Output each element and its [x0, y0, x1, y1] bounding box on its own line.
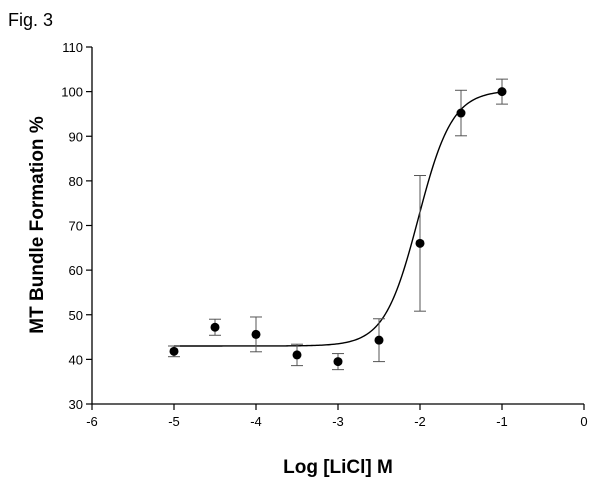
data-point: [251, 329, 261, 339]
data-point: [374, 335, 384, 345]
y-tick-label: 90: [69, 129, 83, 144]
fit-curve-group: [174, 91, 503, 347]
x-axis-title: Log [LiCl] M: [283, 457, 393, 478]
data-point: [169, 346, 179, 356]
data-point: [497, 87, 507, 97]
figure-label: Fig. 3: [8, 10, 54, 30]
axes: 30 40 50 60 70 80 90 100 110 -6 -5 -4 -3 -2 -1 0: [61, 40, 587, 429]
y-tick-label: 100: [61, 85, 83, 100]
data-points: [169, 87, 507, 367]
x-tick-label: -2: [414, 414, 426, 429]
y-tick-label: 60: [69, 263, 83, 278]
data-point: [333, 357, 343, 367]
x-tick-label: -3: [332, 414, 344, 429]
x-tick-label: -5: [168, 414, 180, 429]
y-tick-label: 70: [69, 219, 83, 234]
fit-curve: [174, 91, 503, 347]
x-tick-label: -4: [250, 414, 262, 429]
data-point: [292, 350, 302, 360]
data-point: [415, 238, 425, 248]
y-tick-label: 30: [69, 397, 83, 412]
y-tick-label: 80: [69, 174, 83, 189]
y-tick-label: 110: [62, 40, 83, 55]
y-axis-title: MT Bundle Formation %: [27, 116, 48, 334]
data-point: [456, 108, 466, 118]
x-tick-label: -6: [86, 414, 98, 429]
y-tick-label: 50: [69, 308, 83, 323]
data-point: [210, 322, 220, 332]
x-tick-label: 0: [580, 414, 587, 429]
x-tick-label: -1: [496, 414, 508, 429]
y-tick-label: 40: [69, 352, 83, 367]
